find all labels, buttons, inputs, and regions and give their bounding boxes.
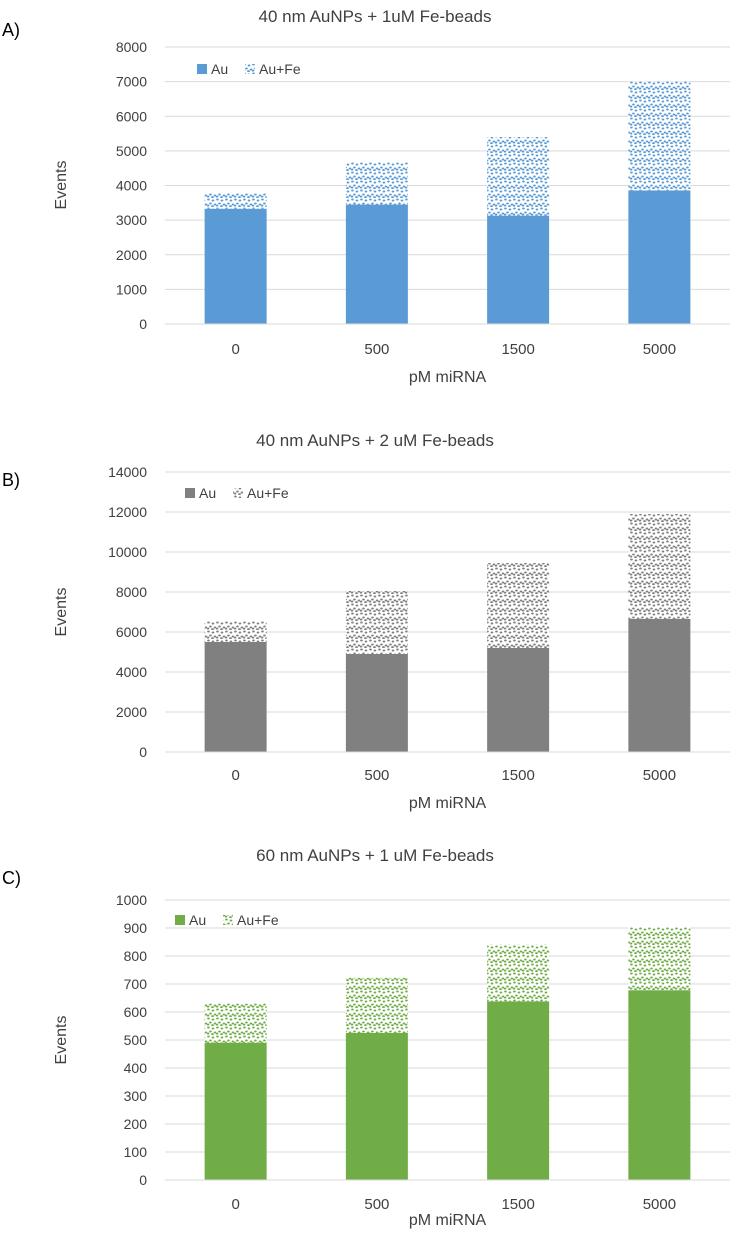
y-tick-label: 200 xyxy=(124,1116,148,1132)
bar-au-5000 xyxy=(628,990,691,1180)
bar-au-fe-500 xyxy=(345,161,408,205)
y-tick-label: 1000 xyxy=(116,892,147,908)
y-axis-label: Events xyxy=(53,1016,70,1065)
y-tick-label: 600 xyxy=(124,1004,148,1020)
x-axis-label: pM miRNA xyxy=(409,369,487,386)
y-tick-label: 6000 xyxy=(116,108,147,124)
legend-swatch-au xyxy=(185,488,195,498)
x-tick-label: 0 xyxy=(231,1196,239,1213)
bar-au-fe-1500 xyxy=(487,944,550,1002)
legend-swatch-au xyxy=(197,64,207,74)
x-tick-label: 1500 xyxy=(501,341,534,358)
bar-au-fe-0 xyxy=(204,621,267,642)
bar-au-500 xyxy=(345,1033,408,1180)
y-tick-label: 2000 xyxy=(116,704,147,720)
x-tick-label: 5000 xyxy=(643,1196,676,1213)
y-tick-label: 4000 xyxy=(116,664,147,680)
bar-au-fe-5000 xyxy=(628,81,691,191)
bar-au-500 xyxy=(345,204,408,324)
panel-label: C) xyxy=(2,868,21,888)
legend-label: Au xyxy=(211,61,228,77)
legend-label: Au+Fe xyxy=(247,485,289,501)
x-tick-label: 500 xyxy=(364,341,389,358)
y-tick-label: 300 xyxy=(124,1088,148,1104)
y-tick-label: 400 xyxy=(124,1060,148,1076)
legend-label: Au+Fe xyxy=(237,912,279,928)
y-tick-label: 2000 xyxy=(116,247,147,263)
y-tick-label: 0 xyxy=(139,1172,147,1188)
chart-title: 40 nm AuNPs + 1uM Fe-beads xyxy=(259,7,492,26)
bar-au-1500 xyxy=(487,648,550,752)
bar-au-fe-500 xyxy=(345,591,408,654)
legend-label: Au xyxy=(189,912,206,928)
y-tick-label: 500 xyxy=(124,1032,148,1048)
y-tick-label: 14000 xyxy=(108,464,147,480)
y-tick-label: 800 xyxy=(124,948,148,964)
y-tick-label: 0 xyxy=(139,316,147,332)
y-tick-label: 7000 xyxy=(116,74,147,90)
bar-au-0 xyxy=(204,208,267,324)
y-tick-label: 0 xyxy=(139,744,147,760)
y-tick-label: 1000 xyxy=(116,281,147,297)
bar-au-5000 xyxy=(628,190,691,324)
bar-au-5000 xyxy=(628,619,691,752)
y-tick-label: 12000 xyxy=(108,504,147,520)
bar-au-1500 xyxy=(487,215,550,324)
y-tick-label: 6000 xyxy=(116,624,147,640)
y-tick-label: 4000 xyxy=(116,178,147,194)
x-tick-label: 5000 xyxy=(643,767,676,784)
y-tick-label: 8000 xyxy=(116,584,147,600)
bar-au-fe-5000 xyxy=(628,927,691,991)
y-axis-label: Events xyxy=(53,588,70,637)
legend-swatch-au-fe xyxy=(233,488,243,498)
bar-au-0 xyxy=(204,1042,267,1180)
y-tick-label: 700 xyxy=(124,976,148,992)
y-axis-label: Events xyxy=(53,161,70,210)
panel-label: B) xyxy=(2,470,20,490)
panel-label: A) xyxy=(2,20,20,40)
x-tick-label: 0 xyxy=(231,767,239,784)
x-tick-label: 500 xyxy=(364,767,389,784)
bar-au-fe-500 xyxy=(345,977,408,1033)
x-tick-label: 5000 xyxy=(643,341,676,358)
chart-title: 40 nm AuNPs + 2 uM Fe-beads xyxy=(256,431,494,450)
x-axis-label: pM miRNA xyxy=(409,795,487,812)
bar-au-fe-0 xyxy=(204,192,267,209)
chart-panel-1: 40 nm AuNPs + 1uM Fe-beads A) 0 1000 2000 300… xyxy=(2,7,730,386)
y-tick-label: 8000 xyxy=(116,39,147,55)
y-tick-label: 100 xyxy=(124,1144,148,1160)
x-tick-label: 500 xyxy=(364,1196,389,1213)
bar-au-500 xyxy=(345,654,408,752)
bar-au-fe-1500 xyxy=(487,563,550,648)
y-tick-label: 3000 xyxy=(116,212,147,228)
legend-label: Au xyxy=(199,485,216,501)
bar-au-fe-1500 xyxy=(487,137,550,216)
chart-panel-3: 60 nm AuNPs + 1 uM Fe-beads C) 0 100 200 300 4… xyxy=(2,846,730,1229)
legend-swatch-au-fe xyxy=(223,915,233,925)
bar-au-0 xyxy=(204,642,267,752)
x-tick-label: 0 xyxy=(231,341,239,358)
legend-swatch-au xyxy=(175,915,185,925)
bar-au-fe-0 xyxy=(204,1003,267,1043)
bar-au-1500 xyxy=(487,1001,550,1180)
y-tick-label: 5000 xyxy=(116,143,147,159)
x-tick-label: 1500 xyxy=(501,1196,534,1213)
x-tick-label: 1500 xyxy=(501,767,534,784)
y-tick-label: 10000 xyxy=(108,544,147,560)
chart-panel-2: 40 nm AuNPs + 2 uM Fe-beads B) 0 2000 4000 60… xyxy=(2,431,730,812)
y-tick-label: 900 xyxy=(124,920,148,936)
x-axis-label: pM miRNA xyxy=(409,1212,487,1229)
chart-title: 60 nm AuNPs + 1 uM Fe-beads xyxy=(256,846,494,865)
legend-label: Au+Fe xyxy=(259,61,301,77)
bar-au-fe-5000 xyxy=(628,514,691,619)
legend-swatch-au-fe xyxy=(245,64,255,74)
